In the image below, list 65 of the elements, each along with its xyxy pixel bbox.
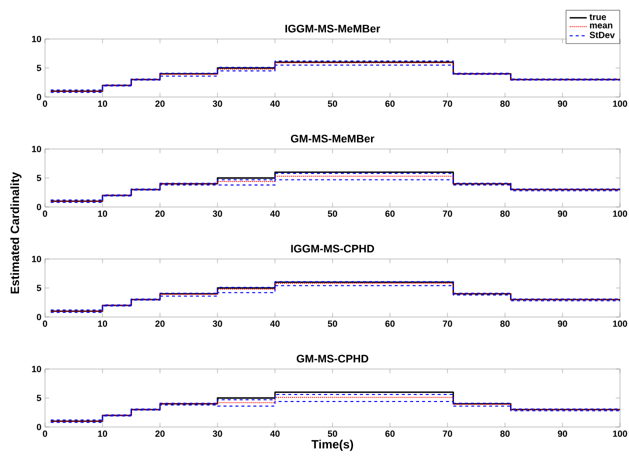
x-tick-label: 30 [212,100,222,107]
x-tick-label: 80 [500,320,510,327]
x-tick-label: 50 [328,430,338,437]
x-tick-label: 100 [613,320,628,327]
x-tick-label: 50 [328,320,338,327]
y-tick-label: 10 [32,36,42,42]
x-tick-label: 90 [558,320,568,327]
y-axis-title: Estimated Cardinality [10,172,22,294]
x-tick-label: 0 [42,430,48,437]
x-tick-label: 100 [613,210,628,217]
x-axis-title: Time(s) [311,440,354,451]
y-tick-label: 0 [36,424,42,430]
x-tick-label: 40 [270,100,280,107]
x-tick-label: 60 [385,430,395,437]
x-tick-label: 0 [42,100,48,107]
chart-title: IGGM-MS-MeMBer [285,24,380,32]
x-tick-label: 70 [442,320,452,327]
y-tick-label: 10 [32,146,42,152]
x-tick-label: 100 [613,100,628,107]
x-tick-label: 40 [270,320,280,327]
y-tick-label: 5 [36,64,42,72]
x-tick-label: 70 [442,210,452,217]
x-tick-label: 0 [42,210,48,217]
x-tick-label: 90 [558,430,568,437]
x-tick-label: 10 [98,430,108,437]
x-tick-label: 70 [442,100,452,107]
x-tick-label: 10 [98,100,108,107]
y-tick-label: 5 [36,394,42,402]
x-tick-label: 60 [385,320,395,327]
legend-label: StDev [590,32,615,38]
x-tick-label: 70 [442,430,452,437]
chart-title: IGGM-MS-CPHD [291,244,374,252]
x-tick-label: 40 [270,210,280,217]
x-tick-label: 50 [328,210,338,217]
x-tick-label: 60 [385,210,395,217]
x-tick-label: 0 [42,320,48,327]
x-tick-label: 90 [558,100,568,107]
x-tick-label: 20 [155,100,165,107]
x-tick-label: 100 [613,430,628,437]
x-tick-label: 30 [212,320,222,327]
x-tick-label: 90 [558,210,568,217]
x-tick-label: 30 [212,430,222,437]
x-tick-label: 60 [385,100,395,107]
x-tick-label: 80 [500,100,510,107]
x-tick-label: 50 [328,100,338,107]
x-tick-label: 40 [270,430,280,437]
y-tick-label: 10 [32,366,42,372]
x-tick-label: 10 [98,320,108,327]
y-tick-label: 10 [32,256,42,262]
legend-label: mean [590,24,612,28]
x-tick-label: 20 [155,210,165,217]
x-tick-label: 20 [155,430,165,437]
y-tick-label: 0 [36,314,42,320]
y-tick-label: 0 [36,94,42,100]
y-tick-label: 5 [36,174,42,182]
x-tick-label: 80 [500,430,510,437]
x-tick-label: 10 [98,210,108,217]
y-tick-label: 5 [36,284,42,292]
x-tick-label: 20 [155,320,165,327]
chart-title: GM-MS-CPHD [296,354,368,363]
y-tick-label: 0 [36,204,42,210]
legend-label: true [590,14,606,20]
x-tick-label: 30 [212,210,222,217]
x-tick-label: 80 [500,210,510,217]
chart-title: GM-MS-MeMBer [290,134,374,142]
